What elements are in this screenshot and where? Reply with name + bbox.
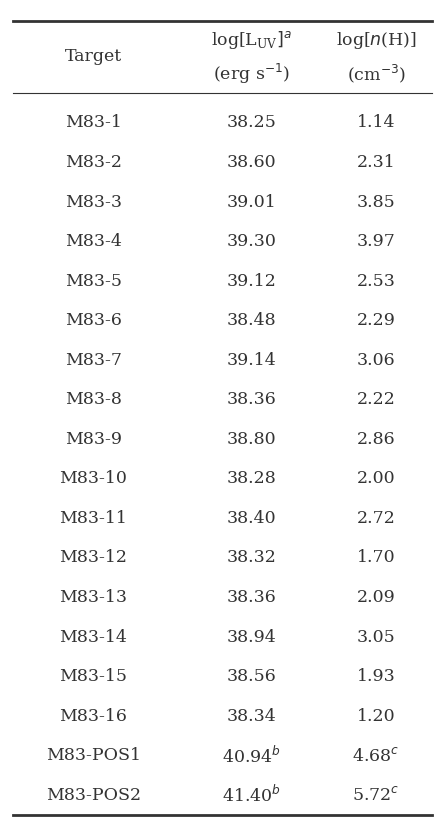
Text: 1.14: 1.14 [357,115,395,131]
Text: 38.36: 38.36 [227,391,276,408]
Text: 2.22: 2.22 [356,391,396,408]
Text: M83-5: M83-5 [65,272,122,290]
Text: M83-2: M83-2 [65,154,122,171]
Text: 38.56: 38.56 [227,668,276,685]
Text: 2.31: 2.31 [356,154,396,171]
Text: M83-6: M83-6 [65,312,122,329]
Text: 3.05: 3.05 [356,629,396,646]
Text: M83-10: M83-10 [60,470,127,488]
Text: 38.40: 38.40 [227,510,276,527]
Text: 2.53: 2.53 [356,272,396,290]
Text: 2.72: 2.72 [356,510,396,527]
Text: 5.72$^{c}$: 5.72$^{c}$ [352,786,400,804]
Text: log[$n$(H)]: log[$n$(H)] [336,30,417,50]
Text: M83-7: M83-7 [65,351,122,369]
Text: log[L$_{\mathregular{UV}}]^{a}$: log[L$_{\mathregular{UV}}]^{a}$ [211,29,292,51]
Text: 4.68$^{c}$: 4.68$^{c}$ [352,747,400,765]
Text: 2.29: 2.29 [356,312,396,329]
Text: M83-POS1: M83-POS1 [46,747,141,764]
Text: 38.34: 38.34 [227,708,276,724]
Text: M83-9: M83-9 [65,431,122,448]
Text: 39.01: 39.01 [227,194,276,210]
Text: 1.70: 1.70 [357,549,395,567]
Text: 40.94$^{b}$: 40.94$^{b}$ [222,745,281,766]
Text: 38.48: 38.48 [227,312,276,329]
Text: M83-14: M83-14 [60,629,127,646]
Text: 38.36: 38.36 [227,589,276,606]
Text: 2.86: 2.86 [357,431,395,448]
Text: 41.40$^{b}$: 41.40$^{b}$ [222,785,281,806]
Text: 2.00: 2.00 [357,470,395,488]
Text: 39.30: 39.30 [227,233,276,250]
Text: M83-12: M83-12 [60,549,127,567]
Text: 38.28: 38.28 [227,470,276,488]
Text: 3.85: 3.85 [356,194,396,210]
Text: 38.32: 38.32 [227,549,276,567]
Text: M83-15: M83-15 [60,668,127,685]
Text: 3.06: 3.06 [357,351,395,369]
Text: 38.60: 38.60 [227,154,276,171]
Text: (cm$^{-3}$): (cm$^{-3}$) [347,63,405,85]
Text: 38.25: 38.25 [227,115,276,131]
Text: 39.14: 39.14 [227,351,276,369]
Text: Target: Target [65,49,122,65]
Text: M83-11: M83-11 [60,510,127,527]
Text: 38.94: 38.94 [227,629,276,646]
Text: M83-1: M83-1 [65,115,122,131]
Text: 1.93: 1.93 [356,668,396,685]
Text: 38.80: 38.80 [227,431,276,448]
Text: M83-4: M83-4 [65,233,122,250]
Text: 2.09: 2.09 [356,589,396,606]
Text: M83-16: M83-16 [60,708,127,724]
Text: 1.20: 1.20 [357,708,395,724]
Text: 3.97: 3.97 [356,233,396,250]
Text: M83-POS2: M83-POS2 [46,787,141,804]
Text: M83-8: M83-8 [65,391,122,408]
Text: 39.12: 39.12 [227,272,276,290]
Text: M83-13: M83-13 [60,589,127,606]
Text: M83-3: M83-3 [65,194,122,210]
Text: (erg s$^{-1}$): (erg s$^{-1}$) [213,62,290,86]
